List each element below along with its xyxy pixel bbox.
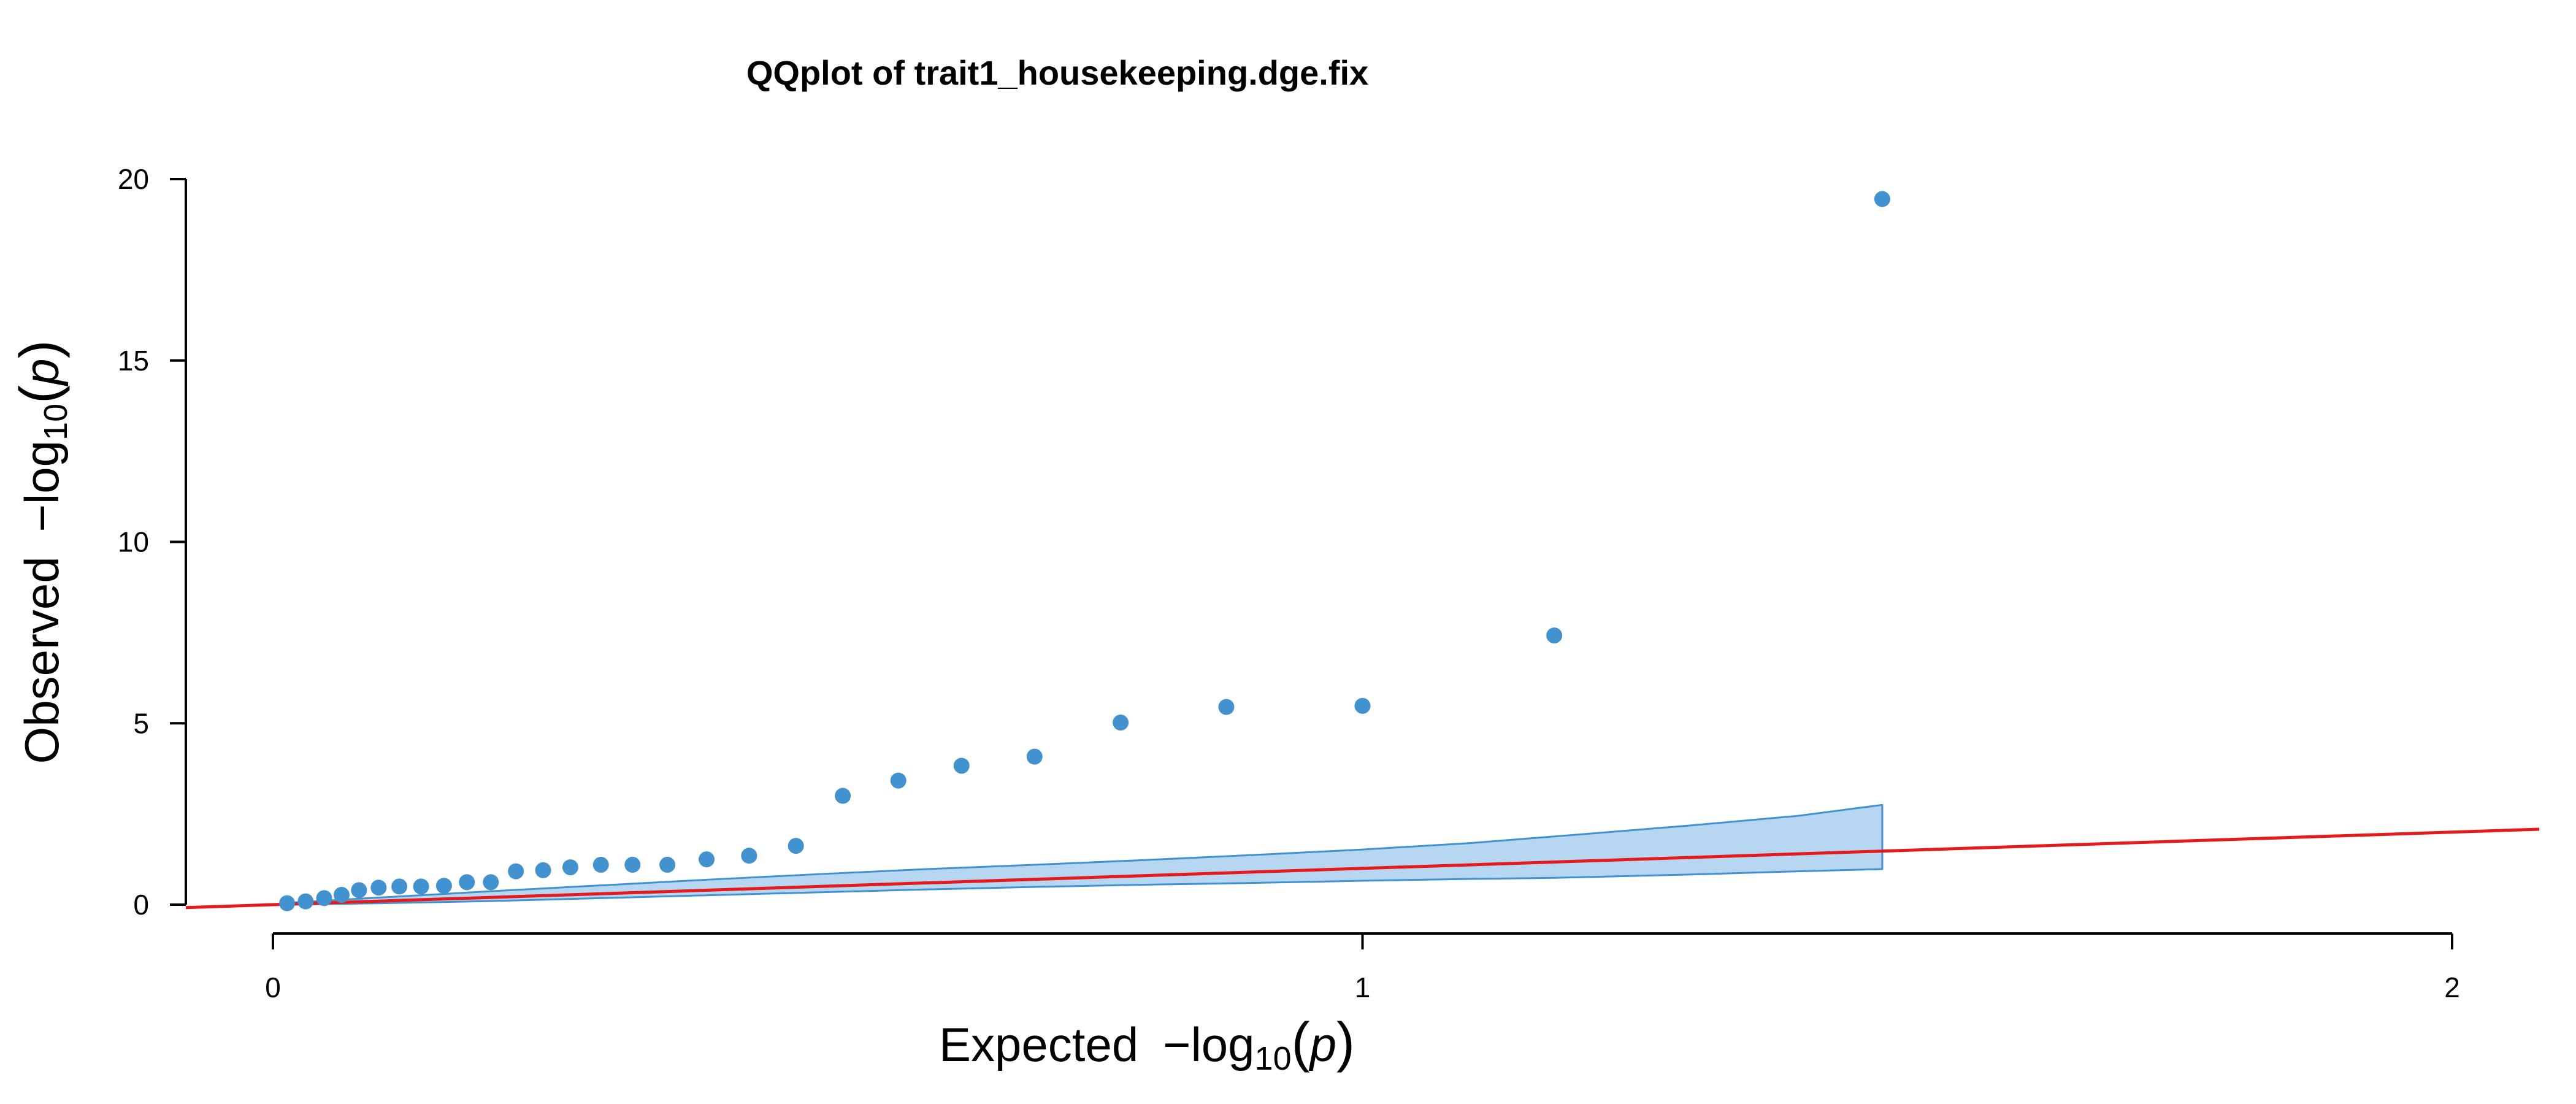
data-point-13 xyxy=(535,862,551,878)
x-tick-label-1: 1 xyxy=(1355,972,1371,1003)
data-point-1 xyxy=(279,895,296,911)
y-tick-label-15: 15 xyxy=(118,345,149,377)
x-axis-label-close-paren: ) xyxy=(1336,1012,1355,1073)
y-axis-label-variable: p xyxy=(15,359,69,386)
x-axis-label: Expected −log10(p) xyxy=(939,1012,1355,1077)
data-point-7 xyxy=(391,878,408,895)
chart-title: QQplot of trait1_housekeeping.dge.fix xyxy=(746,53,1368,92)
data-point-15 xyxy=(592,856,609,873)
y-tick-label-5: 5 xyxy=(133,707,149,739)
data-point-10 xyxy=(459,874,475,891)
y-axis-label: Observed −log10(p) xyxy=(9,340,74,764)
data-point-17 xyxy=(659,856,676,873)
data-point-16 xyxy=(624,856,641,873)
data-point-22 xyxy=(890,772,907,789)
data-point-26 xyxy=(1218,699,1235,715)
x-axis-label-minus: − xyxy=(1163,1018,1191,1071)
data-point-25 xyxy=(1113,715,1129,731)
x-tick-label-0: 0 xyxy=(265,972,281,1003)
axes: 0 5 10 15 20 0 1 2 xyxy=(118,163,2460,1003)
data-point-14 xyxy=(562,859,578,876)
data-point-19 xyxy=(741,848,757,864)
diagonal-reference-line xyxy=(185,827,2540,910)
confidence-band xyxy=(286,803,1884,906)
data-point-29 xyxy=(1874,191,1890,207)
x-axis-label-subscript: 10 xyxy=(1255,1040,1292,1077)
x-tick-label-2: 2 xyxy=(2444,972,2460,1003)
data-point-3 xyxy=(316,890,332,907)
plot-area xyxy=(185,191,2540,911)
x-axis-label-prefix: Expected xyxy=(939,1018,1138,1071)
y-axis-label-prefix: Observed xyxy=(15,556,69,764)
data-point-28 xyxy=(1546,627,1563,644)
y-axis-label-minus: − xyxy=(15,504,69,532)
data-point-9 xyxy=(435,878,452,894)
x-axis-label-open-paren: ( xyxy=(1292,1012,1310,1073)
data-point-12 xyxy=(508,863,524,880)
data-point-11 xyxy=(483,874,499,891)
data-point-5 xyxy=(351,882,367,899)
data-point-20 xyxy=(788,838,804,854)
y-axis-label-open-paren: ( xyxy=(9,385,71,404)
y-axis-label-close-paren: ) xyxy=(9,340,71,359)
x-axis-label-variable: p xyxy=(1309,1018,1336,1071)
data-point-6 xyxy=(370,880,387,896)
y-axis-label-log: log xyxy=(15,440,69,504)
x-axis-label-log: log xyxy=(1190,1018,1254,1071)
data-point-27 xyxy=(1354,697,1371,714)
data-point-8 xyxy=(413,878,429,895)
data-point-24 xyxy=(1026,748,1043,765)
y-tick-label-10: 10 xyxy=(118,526,149,558)
data-point-4 xyxy=(333,887,350,903)
data-point-18 xyxy=(699,851,715,868)
data-point-21 xyxy=(835,788,851,804)
data-point-2 xyxy=(297,893,314,910)
y-axis-label-subscript: 10 xyxy=(37,404,74,440)
y-tick-label-20: 20 xyxy=(118,163,149,195)
data-point-23 xyxy=(953,757,970,774)
y-tick-label-0: 0 xyxy=(133,889,149,921)
